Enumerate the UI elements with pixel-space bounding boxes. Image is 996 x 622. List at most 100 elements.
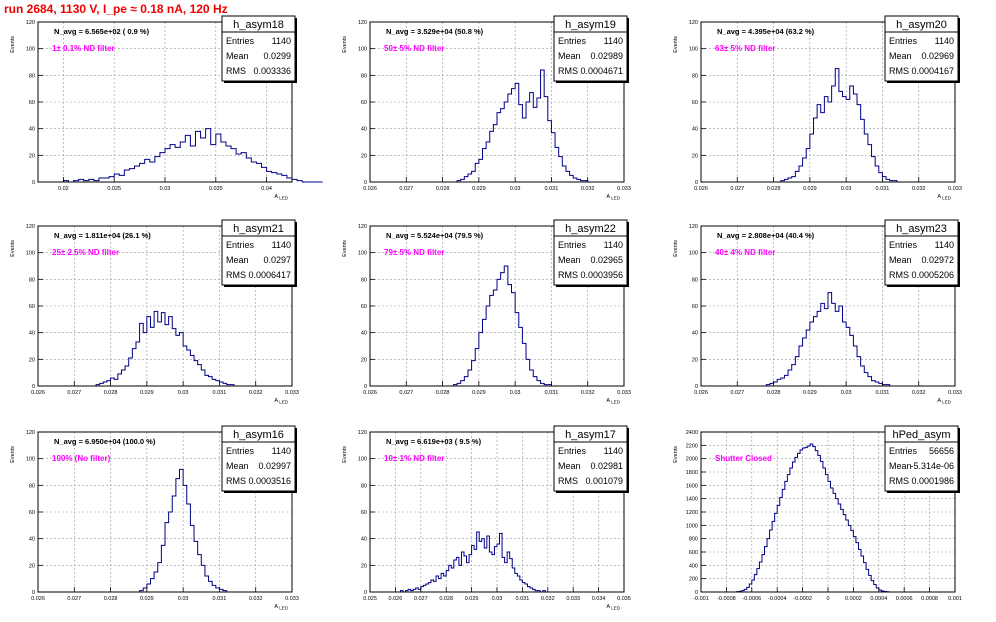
stats-label: Mean [226, 461, 249, 471]
x-tick-label: 0.026 [694, 390, 708, 396]
y-tick-label: 20 [29, 153, 35, 159]
x-tick-label: 0.029 [140, 390, 154, 396]
y-tick-label: 100 [689, 47, 698, 53]
stats-label: Entries [889, 36, 918, 46]
x-tick-label: 0.033 [566, 596, 580, 602]
x-tick-label: 0.03 [510, 186, 521, 192]
x-tick-label: 0.029 [803, 390, 817, 396]
stats-label: Entries [889, 240, 918, 250]
y-tick-label: 120 [358, 224, 367, 230]
x-tick-label: 0.028 [436, 390, 450, 396]
stats-value: 0.0299 [263, 51, 291, 61]
y-tick-label: 20 [692, 357, 698, 363]
stats-box-frame [221, 425, 296, 492]
y-tick-label: 60 [361, 510, 367, 516]
x-tick-label: 0.032 [249, 596, 263, 602]
y-axis-label: Events [10, 446, 16, 463]
x-tick-label: 0.033 [948, 186, 962, 192]
stats-label: Mean [226, 51, 249, 61]
stats-value: 0.02969 [921, 51, 954, 61]
y-tick-label: 40 [361, 331, 367, 337]
stats-box-title: h_asym19 [565, 19, 616, 31]
stats-value: 0.0005206 [911, 270, 954, 280]
stats-label: Entries [889, 446, 918, 456]
y-axis-label: Events [673, 446, 679, 463]
run-title: run 2684, 1130 V, I_pe ≈ 0.18 nA, 120 Hz [4, 2, 228, 16]
y-tick-label: 0 [364, 384, 367, 390]
stats-box-title: h_asym21 [233, 223, 284, 235]
stats-box: h_asym16 Entries 1140 Mean 0.02997 RMS 0.00035… [221, 425, 297, 493]
histogram-pad-h_asym23: 0.026 0.027 0.028 0.029 0.03 0.031 0.032 0.033 0… [673, 219, 962, 405]
y-tick-label: 1400 [686, 497, 698, 503]
y-tick-label: 20 [361, 357, 367, 363]
filter-label: Shutter Closed [715, 454, 772, 463]
histogram-series [399, 531, 546, 593]
navg-label: N_avg = 2.808e+04 (40.4 %) [717, 231, 815, 240]
x-tick-label: 0.031 [545, 186, 559, 192]
y-tick-label: 1000 [686, 523, 698, 529]
stats-label: RMS [558, 476, 578, 486]
x-tick-label: 0.032 [912, 390, 926, 396]
x-tick-label: 0.029 [472, 390, 486, 396]
y-tick-label: 120 [358, 20, 367, 26]
x-axis-label: A LED [937, 398, 951, 405]
histogram-series [765, 292, 891, 386]
y-tick-label: 80 [29, 277, 35, 283]
x-tick-label: 0.027 [67, 390, 81, 396]
x-tick-label: 0.028 [439, 596, 453, 602]
stats-value: 56656 [929, 446, 954, 456]
stats-value: 0.0004671 [580, 66, 623, 76]
x-tick-label: 0.031 [213, 390, 227, 396]
x-tick-label: 0.032 [581, 390, 595, 396]
stats-value: 0.02972 [921, 255, 954, 265]
x-tick-label: 0.035 [617, 596, 631, 602]
x-tick-label: 0.026 [31, 596, 45, 602]
y-tick-label: 200 [689, 577, 698, 583]
y-tick-label: 40 [361, 127, 367, 133]
y-tick-label: 0 [695, 180, 698, 186]
stats-value: 0.0004167 [911, 66, 954, 76]
x-tick-label: 0.033 [285, 596, 299, 602]
stats-box: h_asym21 Entries 1140 Mean 0.0297 RMS 0.000641… [221, 219, 297, 287]
stats-label: Mean [226, 255, 249, 265]
y-tick-label: 100 [358, 47, 367, 53]
filter-label: 63± 5% ND filter [715, 44, 775, 53]
y-axis-label: Events [342, 36, 348, 53]
y-tick-label: 20 [361, 563, 367, 569]
stats-label: RMS [558, 270, 578, 280]
x-axis-label: A LED [274, 194, 288, 201]
x-tick-label: 0.035 [209, 186, 223, 192]
y-tick-label: 0 [32, 590, 35, 596]
x-tick-label: 0.027 [399, 186, 413, 192]
y-axis-label: Events [673, 240, 679, 257]
histogram-series [736, 443, 890, 593]
stats-box-frame [553, 425, 628, 492]
x-tick-label: -0.001 [693, 596, 709, 602]
navg-label: N_avg = 5.524e+04 (79.5 %) [386, 231, 484, 240]
histogram-pad-h_asym20: 0.026 0.027 0.028 0.029 0.03 0.031 0.032 0.033 0… [673, 15, 962, 201]
histogram-series [452, 265, 552, 386]
y-tick-label: 0 [32, 180, 35, 186]
stats-box-title: h_asym16 [233, 429, 284, 441]
y-tick-label: 100 [26, 47, 35, 53]
x-tick-label: 0.03 [510, 390, 521, 396]
y-axis-label: Events [10, 240, 16, 257]
x-tick-label: 0.0004 [870, 596, 887, 602]
histogram-pad-h_asym19: 0.026 0.027 0.028 0.029 0.03 0.031 0.032 0.033 0… [342, 15, 631, 201]
stats-label: Mean [889, 255, 912, 265]
stats-box-title: h_asym20 [896, 19, 947, 31]
y-tick-label: 0 [695, 384, 698, 390]
y-tick-label: 100 [26, 251, 35, 257]
y-tick-label: 400 [689, 563, 698, 569]
x-tick-label: 0.031 [876, 390, 890, 396]
navg-label: N_avg = 6.619e+03 ( 9.5 %) [386, 437, 482, 446]
y-tick-label: 40 [692, 127, 698, 133]
y-tick-label: 100 [26, 457, 35, 463]
stats-box-frame [884, 15, 959, 82]
stats-label: Entries [226, 240, 255, 250]
filter-label: 25± 2.5% ND filter [52, 248, 119, 257]
x-tick-label: -0.0008 [717, 596, 736, 602]
stats-value: 1140 [272, 446, 291, 456]
stats-box-frame [221, 219, 296, 286]
